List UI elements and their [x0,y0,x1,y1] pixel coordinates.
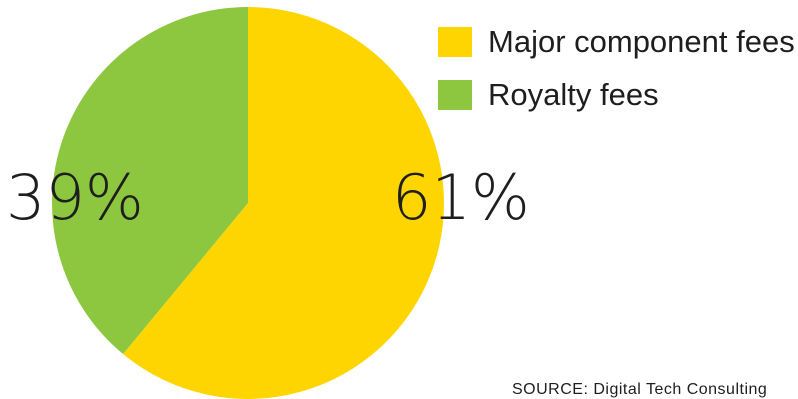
pie-slices [51,7,444,399]
legend-swatch-major-component-fees [438,27,472,57]
source-note: SOURCE: Digital Tech Consulting [512,381,768,398]
legend: Major component fees Royalty fees [438,22,795,128]
legend-label-royalty-fees: Royalty fees [488,77,659,112]
legend-item-royalty-fees: Royalty fees [438,75,795,115]
pie-slice-major-component-fees [123,7,444,399]
pie-slice-royalty-fees [51,7,248,355]
slice-label-royalty-fees: 39% [6,161,144,234]
legend-label-major-component-fees: Major component fees [488,24,795,59]
legend-swatch-royalty-fees [438,80,472,110]
slice-label-major-component-fees: 61% [392,161,530,234]
legend-item-major-component-fees: Major component fees [438,22,795,62]
